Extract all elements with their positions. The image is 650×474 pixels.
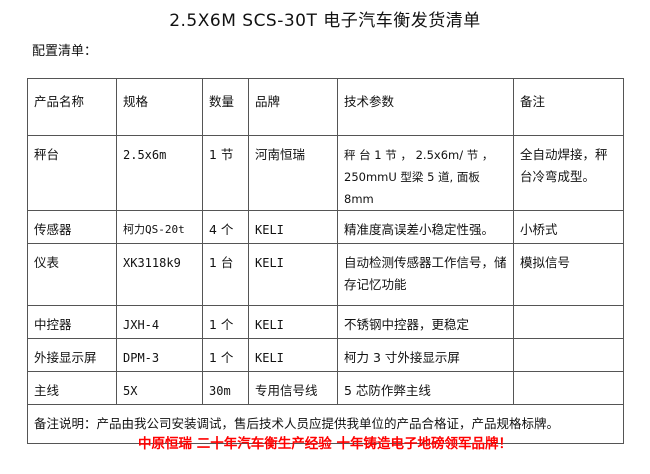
- cell-qty: 1 个: [202, 338, 249, 372]
- cell-name: 外接显示屏: [27, 338, 117, 372]
- cell-name: 中控器: [27, 305, 117, 339]
- cell-remark: 全自动焊接，秤台冷弯成型。: [513, 135, 624, 211]
- table-row: 外接显示屏 DPM-3 1 个 KELI 柯力 3 寸外接显示屏: [27, 338, 624, 372]
- cell-spec: XK3118k9: [116, 243, 203, 306]
- table-row: 中控器 JXH-4 1 个 KELI 不锈钢中控器，更稳定: [27, 305, 624, 339]
- cell-remark: [513, 371, 624, 405]
- cell-params: 自动检测传感器工作信号，储存记忆功能: [337, 243, 514, 306]
- slogan-text: 中原恒瑞 二十年汽车衡生产经验 十年铸造电子地磅领军品牌！: [138, 436, 512, 452]
- cell-name: 秤台: [27, 135, 117, 211]
- cell-brand: 专用信号线: [248, 371, 338, 405]
- cell-name: 仪表: [27, 243, 117, 306]
- cell-spec: JXH-4: [116, 305, 203, 339]
- header-cell: 产品名称: [27, 78, 117, 136]
- cell-remark: 小桥式: [513, 210, 624, 244]
- cell-brand: KELI: [248, 338, 338, 372]
- cell-spec: 5X: [116, 371, 203, 405]
- config-list-label: 配置清单：: [32, 44, 98, 59]
- cell-spec: 2.5x6m: [116, 135, 203, 211]
- table-row: 仪表 XK3118k9 1 台 KELI 自动检测传感器工作信号，储存记忆功能 …: [27, 243, 624, 306]
- table-row: 主线 5X 30m 专用信号线 5 芯防作弊主线: [27, 371, 624, 405]
- cell-params: 精准度高误差小稳定性强。: [337, 210, 514, 244]
- table-header-row: 产品名称 规格 数量 品牌 技术参数 备注: [27, 78, 624, 136]
- cell-qty: 1 节: [202, 135, 249, 211]
- cell-brand: KELI: [248, 210, 338, 244]
- cell-brand: KELI: [248, 243, 338, 306]
- note-text: 备注说明：产品由我公司安装调试，售后技术人员应提供我单位的产品合格证，产品规格标…: [27, 404, 624, 444]
- cell-brand: 河南恒瑞: [248, 135, 338, 211]
- table-row: 秤台 2.5x6m 1 节 河南恒瑞 秤 台 1 节 ， 2.5x6m/ 节 ，…: [27, 135, 624, 211]
- cell-spec: 柯力QS-20t: [116, 210, 203, 244]
- cell-name: 传感器: [27, 210, 117, 244]
- cell-params: 不锈钢中控器，更稳定: [337, 305, 514, 339]
- table-row: 传感器 柯力QS-20t 4 个 KELI 精准度高误差小稳定性强。 小桥式: [27, 210, 624, 244]
- cell-remark: [513, 338, 624, 372]
- cell-params: 秤 台 1 节 ， 2.5x6m/ 节 ， 250mmU 型梁 5 道, 面板 …: [337, 135, 514, 211]
- cell-params: 柯力 3 寸外接显示屏: [337, 338, 514, 372]
- cell-remark: [513, 305, 624, 339]
- cell-qty: 1 个: [202, 305, 249, 339]
- header-cell: 备注: [513, 78, 624, 136]
- header-cell: 数量: [202, 78, 249, 136]
- header-cell: 规格: [116, 78, 203, 136]
- table-note-row: 备注说明：产品由我公司安装调试，售后技术人员应提供我单位的产品合格证，产品规格标…: [27, 404, 624, 444]
- header-cell: 品牌: [248, 78, 338, 136]
- header-cell: 技术参数: [337, 78, 514, 136]
- cell-remark: 模拟信号: [513, 243, 624, 306]
- cell-qty: 4 个: [202, 210, 249, 244]
- document-title: 2.5X6M SCS-30T 电子汽车衡发货清单: [169, 11, 481, 31]
- shipping-list-table: 产品名称 规格 数量 品牌 技术参数 备注 秤台 2.5x6m 1 节 河南恒瑞…: [27, 78, 624, 444]
- cell-qty: 1 台: [202, 243, 249, 306]
- cell-brand: KELI: [248, 305, 338, 339]
- cell-params: 5 芯防作弊主线: [337, 371, 514, 405]
- cell-spec: DPM-3: [116, 338, 203, 372]
- cell-qty: 30m: [202, 371, 249, 405]
- cell-name: 主线: [27, 371, 117, 405]
